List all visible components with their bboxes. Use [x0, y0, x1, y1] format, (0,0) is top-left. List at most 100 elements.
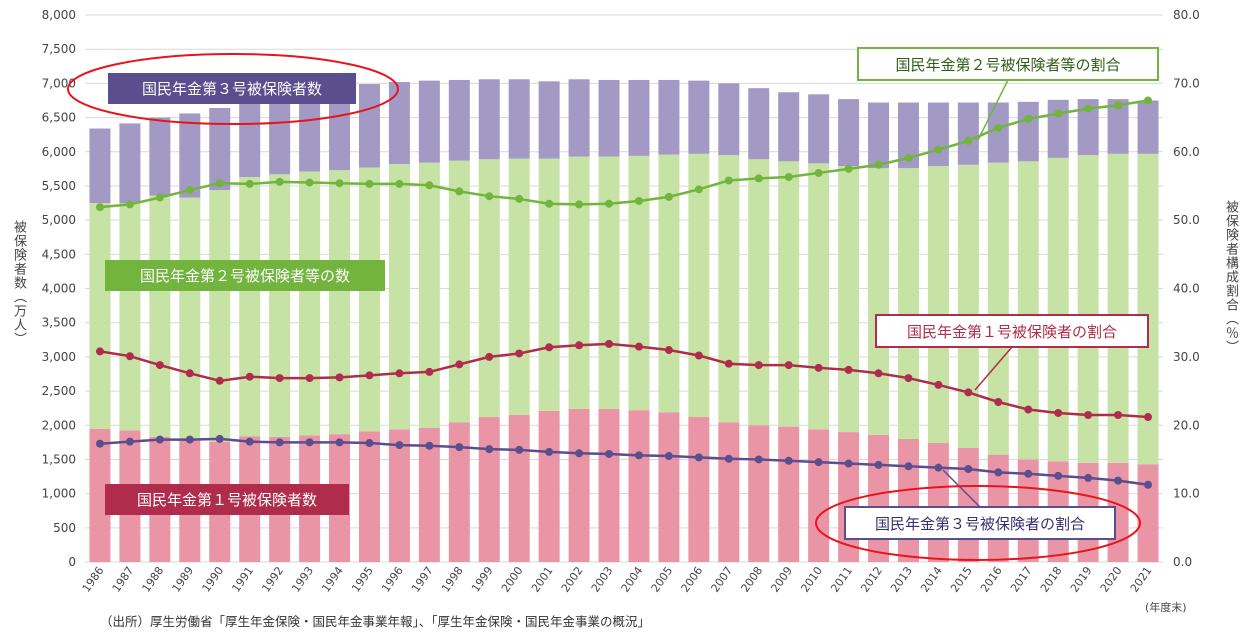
data-point	[664, 346, 673, 355]
bar	[838, 166, 860, 433]
bar	[538, 410, 560, 562]
x-tick-label: 2006	[679, 564, 706, 594]
data-point	[605, 199, 614, 208]
bar	[538, 158, 560, 411]
bar	[598, 79, 620, 157]
data-point	[395, 179, 404, 188]
y2-tick-label: 40.0	[1173, 282, 1200, 296]
data-point	[664, 452, 673, 461]
bar	[718, 422, 740, 562]
bar	[598, 156, 620, 409]
bar	[418, 162, 440, 428]
data-point	[515, 445, 524, 454]
data-point	[994, 123, 1003, 132]
bar	[1107, 99, 1129, 154]
x-suffix: (年度末)	[1145, 600, 1187, 614]
label-second-count: 国民年金第２号被保険者等の数	[105, 260, 385, 291]
label-third-share: 国民年金第３号被保険者の割合	[844, 469, 1116, 540]
x-tick-label: 2001	[529, 564, 556, 594]
data-point	[694, 351, 703, 360]
data-point	[575, 449, 584, 458]
bar	[718, 83, 740, 156]
bar	[808, 94, 830, 164]
grid-lines	[85, 14, 1163, 563]
bar	[299, 171, 321, 436]
y-tick-label: 4,000	[42, 282, 76, 296]
x-tick-label: 2002	[559, 564, 586, 594]
data-point	[724, 359, 733, 368]
bar	[808, 163, 830, 430]
data-point	[754, 174, 763, 183]
bar	[1137, 100, 1159, 154]
data-point	[95, 347, 104, 356]
bar	[119, 123, 141, 204]
line-series	[95, 96, 1153, 489]
bar	[868, 434, 890, 562]
bar	[628, 79, 650, 156]
bar	[179, 197, 201, 439]
data-point	[335, 438, 344, 447]
data-point	[155, 361, 164, 370]
bar	[778, 92, 800, 162]
bar	[508, 158, 530, 415]
y2-tick-label: 10.0	[1173, 487, 1200, 501]
bar	[1047, 99, 1069, 158]
y-axis-title: 被保険者数（万人）	[11, 220, 26, 346]
highlight-ellipse-bottom	[815, 485, 1141, 561]
y2-tick-label: 50.0	[1173, 213, 1200, 227]
y-tick-label: 3,500	[42, 316, 76, 330]
x-tick-label: 2009	[768, 564, 795, 594]
data-point	[994, 398, 1003, 407]
bar	[388, 429, 410, 562]
data-point	[904, 462, 913, 471]
bar	[868, 168, 890, 435]
data-point	[754, 361, 763, 370]
y-tick-label: 3,000	[42, 350, 76, 364]
data-point	[964, 136, 973, 145]
x-tick-label: 2021	[1128, 564, 1155, 594]
bar	[957, 164, 979, 448]
bar	[269, 174, 291, 437]
bar	[897, 102, 919, 169]
bar	[1017, 101, 1039, 162]
x-axis: 1986 1987 1988 1989 1990 1991 1992 1993 1994 1995…	[80, 564, 1155, 594]
data-point	[395, 441, 404, 450]
data-point	[814, 458, 823, 467]
series-line	[99, 437, 1149, 486]
bar	[778, 426, 800, 562]
x-tick-label: 2005	[649, 564, 676, 594]
bar	[1017, 161, 1039, 460]
data-point	[844, 365, 853, 374]
x-tick-label: 2013	[888, 564, 915, 594]
data-point	[305, 374, 314, 383]
x-tick-label: 1999	[469, 564, 496, 594]
data-point	[245, 179, 254, 188]
data-point	[425, 181, 434, 190]
bar	[89, 203, 111, 429]
bar	[448, 79, 470, 161]
data-point	[335, 373, 344, 382]
x-tick-label: 1997	[409, 564, 436, 594]
data-point	[634, 451, 643, 460]
bar	[149, 117, 171, 196]
bar	[568, 156, 590, 409]
data-point	[95, 439, 104, 448]
data-point	[1024, 469, 1033, 478]
data-point	[545, 199, 554, 208]
x-tick-label: 1994	[319, 564, 346, 594]
data-point	[575, 200, 584, 209]
x-tick-label: 1995	[349, 564, 376, 594]
y-tick-label: 2,000	[42, 418, 76, 432]
label-first-count: 国民年金第１号被保険者数	[105, 484, 349, 515]
data-point	[1084, 104, 1093, 113]
y-axis-left: 0 500 1,000 1,500 2,000 2,500 3,000 3,500 4,000 4…	[42, 8, 76, 569]
bar	[598, 408, 620, 562]
x-tick-label: 1993	[289, 564, 316, 594]
y-tick-label: 8,000	[42, 8, 76, 22]
bar	[748, 425, 770, 562]
y-tick-label: 500	[53, 521, 76, 535]
data-point	[1084, 473, 1093, 482]
bar	[987, 162, 1009, 455]
data-point	[275, 438, 284, 447]
data-point	[455, 443, 464, 452]
